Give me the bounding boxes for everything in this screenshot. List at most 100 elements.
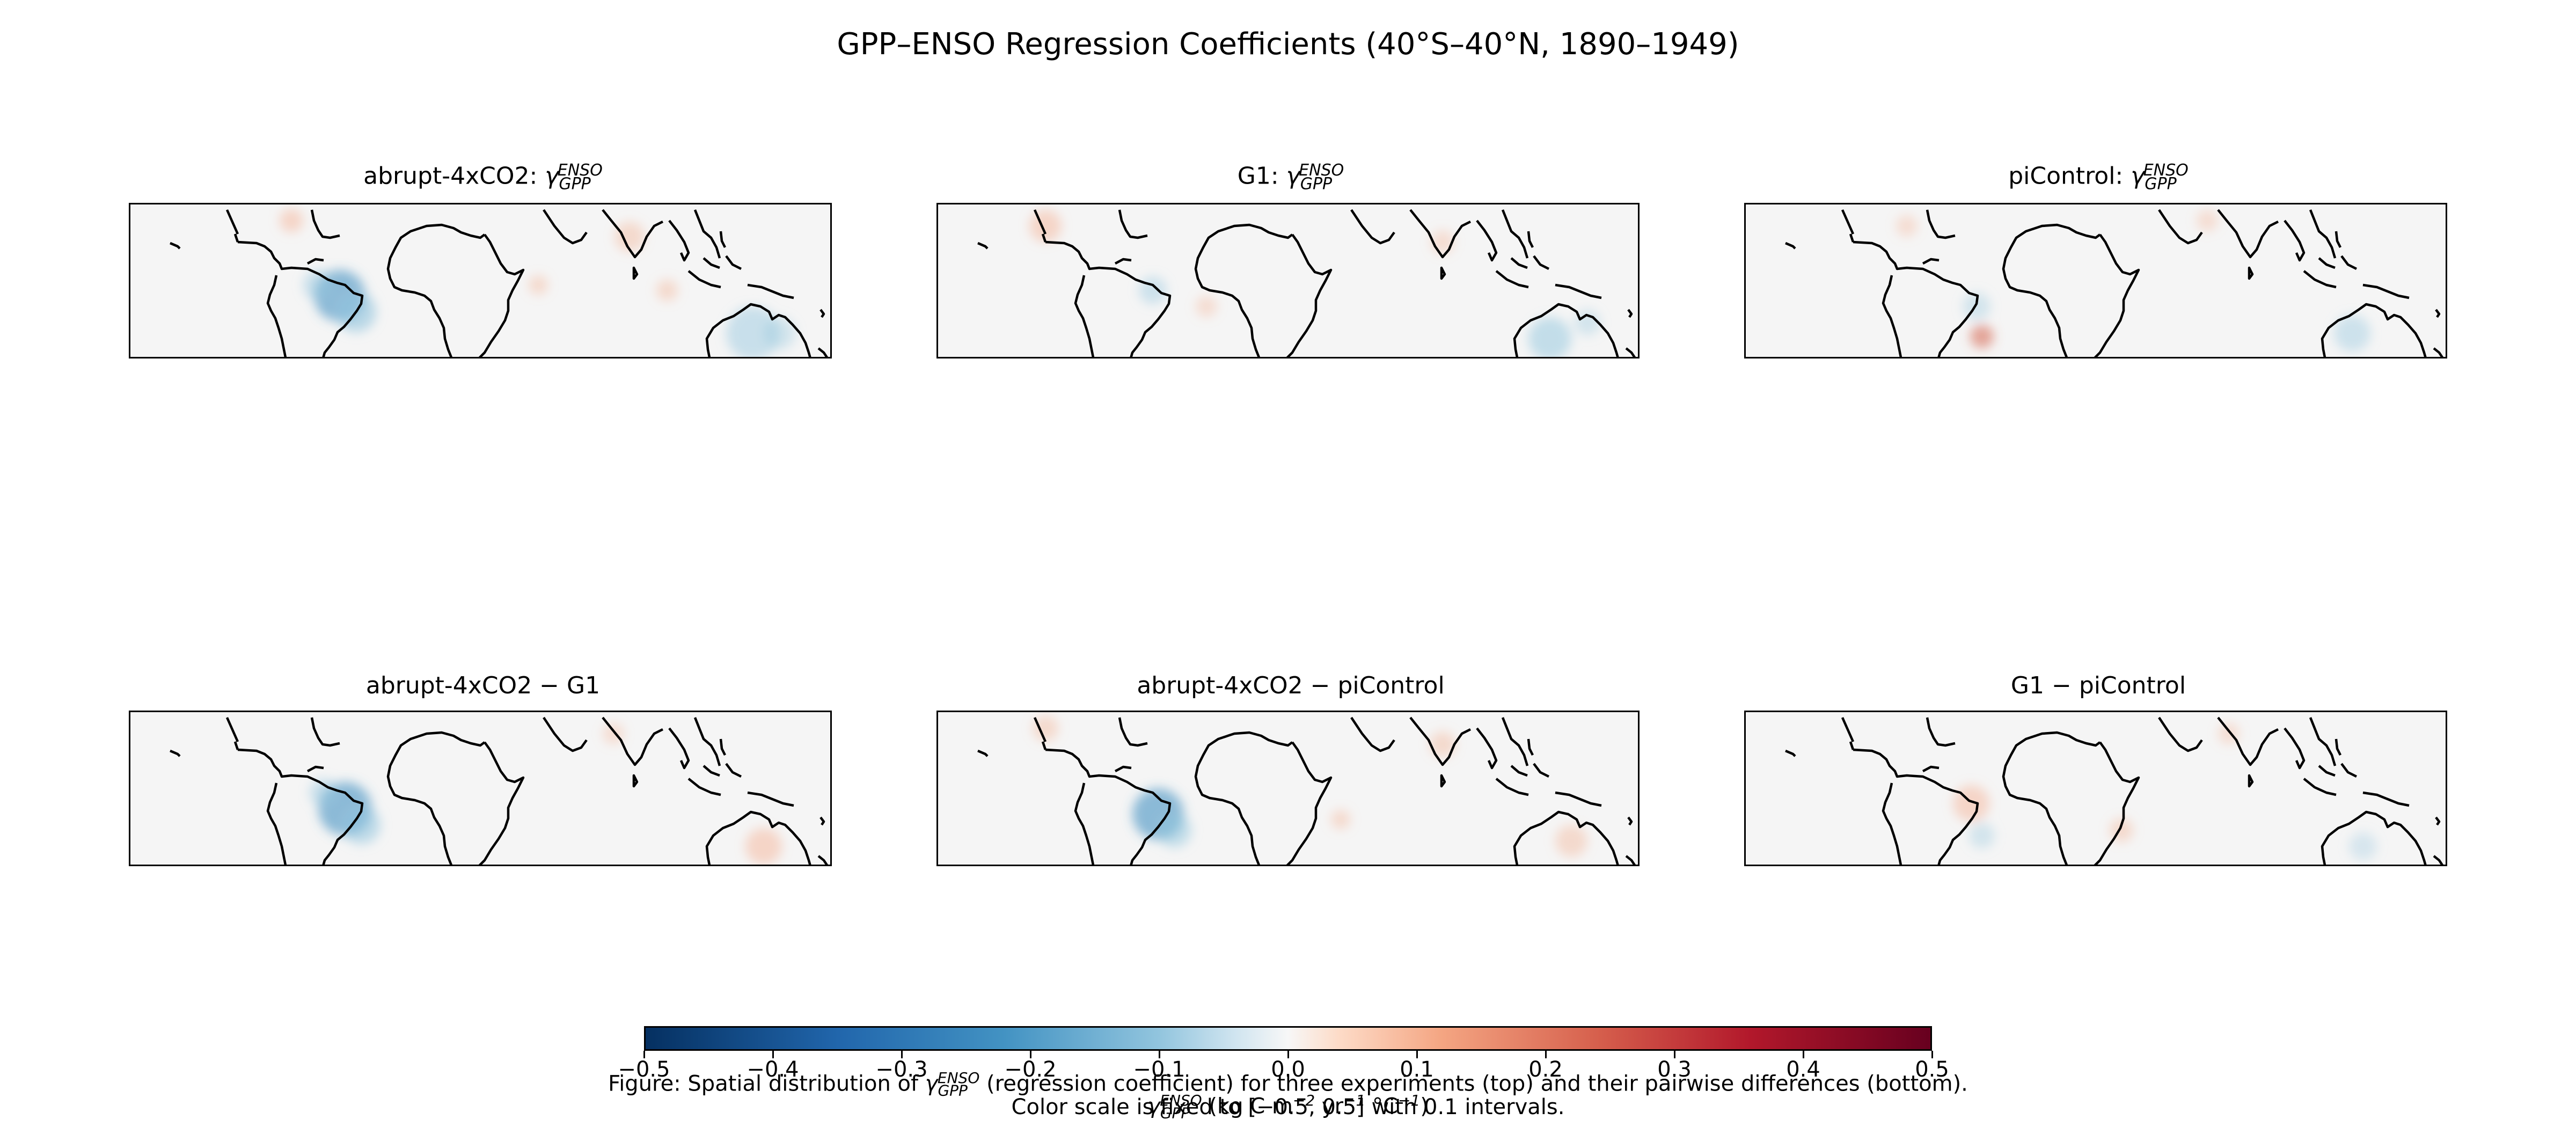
coastline: [1841, 717, 1855, 742]
coastline: [2340, 763, 2358, 778]
map-svg: [1785, 209, 2444, 357]
coastline: [2433, 347, 2444, 357]
coastline: [2303, 270, 2337, 289]
coastline: [702, 257, 720, 269]
colorbar-tick: [1159, 1051, 1160, 1058]
coastline: [2002, 223, 2101, 357]
colorbar-tick: [1030, 1051, 1031, 1058]
coastline: [1785, 241, 1796, 250]
figure-suptitle: GPP–ENSO Regression Coefficients (40°S–4…: [837, 27, 1739, 62]
coastline: [1118, 717, 1148, 747]
anomaly-patch: [1139, 276, 1167, 304]
coastline: [1785, 749, 1796, 757]
anomaly-patch: [2197, 210, 2218, 231]
coastline: [2094, 233, 2140, 357]
anomaly-patch: [1969, 823, 1995, 848]
coastline: [170, 241, 181, 250]
colorbar-tick: [1803, 1051, 1804, 1058]
coastline: [1041, 741, 1047, 750]
coastline: [1118, 209, 1148, 239]
colorbar-tick: [1287, 1051, 1289, 1058]
coastline: [225, 717, 239, 742]
anomaly-field: [310, 723, 782, 865]
coastline: [2318, 765, 2336, 777]
anomaly-patch: [764, 317, 796, 349]
coastline: [2309, 717, 2337, 766]
coastline: [233, 741, 239, 750]
colorbar-tick-label: 0.5: [1915, 1057, 1949, 1082]
map-svg: [170, 716, 829, 865]
colorbar-tick-label: −0.4: [747, 1057, 799, 1082]
coastline: [1841, 209, 1855, 235]
map-svg: [977, 209, 1636, 357]
colorbar-label: γGPPENSO (kg C m−2 yr−1 °C−1): [1147, 1092, 1429, 1122]
coastline: [1476, 727, 1498, 770]
coastline: [2362, 283, 2410, 299]
figure-caption-line1: Figure: Spatial distribution of γGPPENSO…: [608, 1069, 1968, 1100]
coastline: [1045, 240, 1172, 357]
colorbar-tick: [1545, 1051, 1547, 1058]
panel-title-g1: G1: γGPPENSO: [1237, 161, 1344, 194]
anomaly-patch: [529, 275, 548, 295]
panel-title-abrupt: abrupt-4xCO2: γGPPENSO: [363, 161, 603, 194]
coastline: [1849, 741, 1855, 750]
coastline: [693, 717, 721, 766]
coastline: [1510, 257, 1528, 269]
coastline: [2002, 731, 2101, 865]
coastline: [719, 231, 727, 248]
coastline: [1922, 258, 1940, 265]
anomaly-field: [1953, 723, 2377, 860]
coastline: [2334, 231, 2342, 248]
coastline: [1194, 731, 1293, 865]
coastline: [632, 774, 639, 788]
coastline: [1926, 209, 1956, 239]
coastline: [233, 233, 239, 243]
coastline: [2309, 209, 2337, 259]
map-panel-abrupt-minus-picontrol: [936, 711, 1640, 866]
coastline: [602, 716, 664, 766]
anomaly-patch: [1157, 813, 1191, 847]
coastline: [1501, 717, 1529, 766]
coastline: [2435, 309, 2441, 318]
map-svg: [170, 209, 829, 357]
coastline: [1409, 209, 1472, 259]
map-svg: [1785, 716, 2444, 865]
coastline: [2435, 816, 2441, 826]
anomaly-patch: [1970, 325, 1994, 348]
colorbar-tick-label: 0.1: [1400, 1057, 1434, 1082]
coastline: [1513, 810, 1619, 865]
anomaly-patch: [1430, 731, 1455, 757]
coastline: [2284, 219, 2306, 262]
coastline: [1114, 765, 1132, 772]
anomaly-patch: [2334, 315, 2370, 352]
map-panel-picontrol: [1744, 203, 2447, 358]
coastline: [2321, 303, 2427, 357]
anomaly-patch: [745, 828, 782, 865]
coastline: [1495, 778, 1529, 796]
anomaly-patch: [342, 806, 380, 844]
coastline: [478, 233, 525, 357]
coastline: [2321, 810, 2427, 865]
anomaly-patch: [1953, 785, 1989, 822]
coastline: [1849, 233, 1855, 243]
anomaly-patch: [726, 306, 780, 357]
coastline: [2433, 855, 2444, 865]
coastline: [1440, 266, 1446, 280]
anomaly-patch: [1896, 215, 1918, 237]
coastline: [1286, 233, 1333, 357]
coastline: [1853, 748, 1979, 865]
coastline: [1074, 275, 1095, 357]
anomaly-patch: [1528, 317, 1571, 357]
anomaly-patch: [656, 280, 678, 301]
coastline: [1882, 782, 1902, 865]
coastline: [977, 241, 989, 250]
coastline: [2248, 774, 2254, 788]
coastline: [1495, 270, 1529, 289]
coastline: [478, 741, 525, 865]
coastline: [719, 738, 727, 756]
coastline: [2094, 741, 2140, 865]
anomaly-patch: [2349, 832, 2377, 860]
coastline: [2284, 727, 2306, 770]
coastline: [310, 209, 340, 239]
coastline: [170, 749, 181, 757]
